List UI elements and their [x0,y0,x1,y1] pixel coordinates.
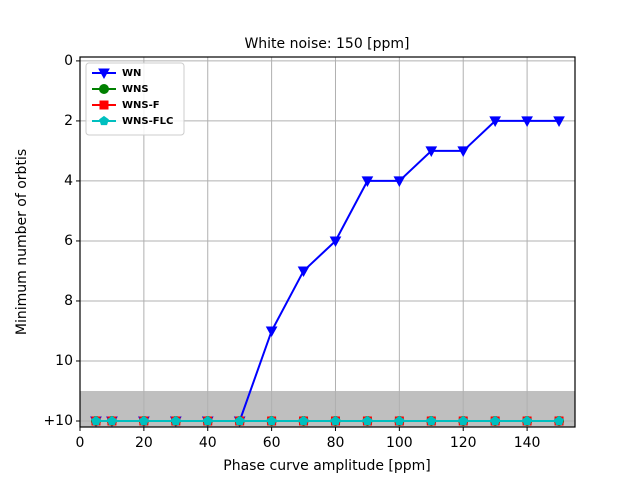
legend-label: WNS [122,84,149,95]
x-tick-label: 140 [514,435,541,451]
marker [99,100,109,110]
legend-box [85,62,185,136]
y-tick-label: 6 [64,233,73,249]
marker [265,326,278,338]
marker [91,415,101,426]
x-tick-label: 20 [135,435,153,451]
legend: WN WNS WNS-F WNS-FLC [85,62,185,136]
y-tick-label: 8 [64,293,73,309]
marker [361,176,374,187]
marker [554,415,564,426]
legend-label: WNS-F [122,100,160,111]
marker [99,115,109,126]
marker [425,146,438,157]
y-tick-label: 10 [55,353,73,369]
marker [234,415,245,426]
marker [426,415,437,426]
y-tick-label: 0 [64,53,73,69]
y-axis-label: Minimum number of orbtis [14,149,30,335]
marker [107,415,117,426]
chart-title: White noise: 150 [ppm] [244,36,409,52]
marker [457,146,470,157]
marker [490,415,501,426]
y-tick-label: 2 [64,113,73,129]
x-tick-label: 80 [327,435,345,451]
legend-label: WN [122,68,141,79]
marker [139,415,149,426]
axes-frame [79,56,576,428]
x-tick-label: 100 [386,435,413,451]
marker [458,415,469,426]
marker [330,415,341,426]
marker [99,84,109,94]
marker [521,116,533,127]
y-tick-label: 4 [64,173,73,189]
series-line [95,119,560,422]
marker [329,236,342,247]
marker [202,415,213,426]
marker [553,116,565,127]
y-tick-label: +10 [43,413,73,429]
marker [489,116,502,127]
marker [266,415,277,426]
x-tick-label: 60 [263,435,281,451]
x-axis-label: Phase curve amplitude [ppm] [223,458,430,474]
marker [394,415,405,426]
marker [522,415,532,426]
legend-label: WNS-FLC [122,116,173,127]
marker [170,415,181,426]
x-tick-label: 120 [450,435,477,451]
x-tick-label: 40 [199,435,217,451]
marker [98,68,110,80]
marker [393,176,406,187]
marker [297,266,310,277]
marker [298,415,309,426]
marker [362,415,373,426]
x-tick-label: 0 [76,435,85,451]
